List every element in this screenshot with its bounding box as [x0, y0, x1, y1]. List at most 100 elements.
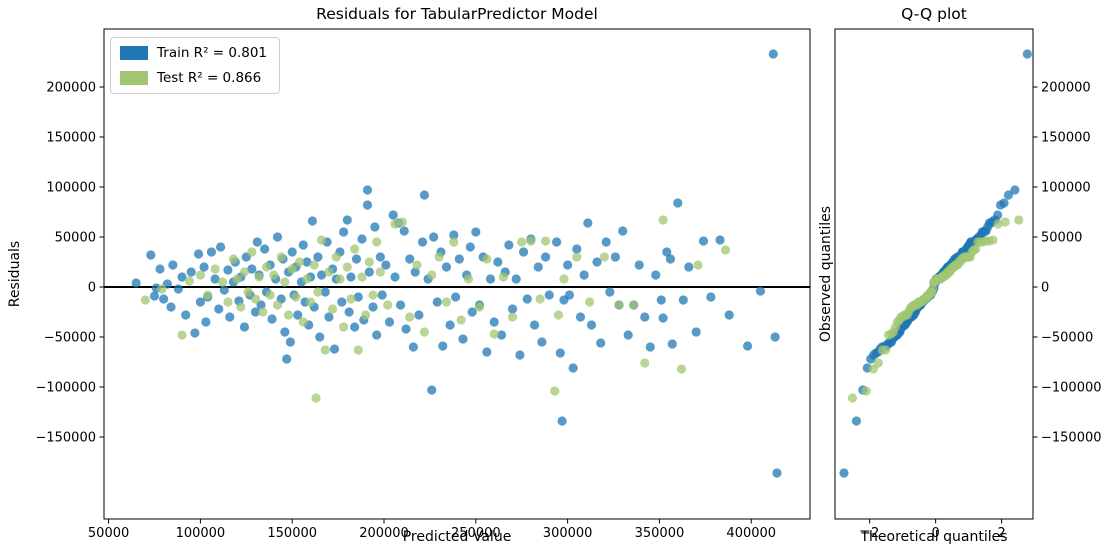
- test-point: [261, 262, 272, 272]
- y-axis-label-observed-quantiles: Observed quantiles: [818, 205, 834, 343]
- train-point: [280, 327, 290, 337]
- test-point: [324, 267, 334, 277]
- train-point: [454, 254, 464, 264]
- train-point: [399, 226, 409, 236]
- legend-label-test: Test R² = 0.866: [157, 70, 262, 86]
- legend-entry-train: Train R² = 0.801: [120, 45, 267, 61]
- test-point: [474, 302, 485, 312]
- test-point: [629, 300, 639, 310]
- train-point: [579, 270, 589, 280]
- train-point: [427, 385, 437, 395]
- train-point: [557, 416, 567, 426]
- test-point: [507, 312, 518, 322]
- test-point: [720, 245, 731, 255]
- axis-ticks: 50000 100000 150000 200000 250000 300000 35000…: [35, 81, 776, 542]
- test-point: [658, 215, 668, 225]
- train-point: [166, 302, 176, 312]
- train-point: [260, 244, 270, 254]
- qq-train-point: [851, 416, 862, 426]
- train-point: [377, 290, 387, 300]
- x-tick-label: 400000: [726, 526, 776, 541]
- test-point: [195, 270, 205, 280]
- train-point: [390, 272, 400, 282]
- test-point: [498, 272, 508, 282]
- train-point: [575, 312, 586, 322]
- train-point: [395, 300, 406, 310]
- test-point: [640, 358, 650, 368]
- test-point: [553, 310, 564, 320]
- test-point: [434, 252, 444, 262]
- train-point: [155, 264, 165, 274]
- train-point: [368, 302, 378, 312]
- test-point: [585, 297, 595, 307]
- train-point: [441, 262, 452, 272]
- axes-spines: [834, 28, 1034, 520]
- test-point: [342, 262, 352, 272]
- train-point: [190, 328, 200, 338]
- train-point: [193, 249, 204, 259]
- test-point: [427, 270, 437, 280]
- train-point: [219, 285, 229, 295]
- train-point: [673, 198, 683, 208]
- train-point: [405, 254, 415, 264]
- train-point: [149, 291, 160, 301]
- train-point: [287, 247, 297, 257]
- train-point: [225, 312, 235, 322]
- train-point: [432, 297, 442, 307]
- train-point: [414, 310, 424, 320]
- test-point: [294, 257, 305, 267]
- train-point: [131, 278, 141, 288]
- train-point: [199, 262, 209, 272]
- train-point: [302, 257, 312, 267]
- qq-train-point: [999, 198, 1009, 208]
- y-tick-label: 0: [88, 281, 96, 296]
- test-point: [250, 294, 261, 304]
- test-point: [258, 307, 268, 317]
- train-point: [496, 330, 507, 340]
- qq-train-point: [1010, 185, 1020, 195]
- qq-test-point: [861, 386, 871, 396]
- train-point: [544, 290, 554, 300]
- test-point: [357, 272, 367, 282]
- test-point: [298, 317, 308, 327]
- train-point: [485, 274, 496, 284]
- train-point: [417, 237, 428, 247]
- train-point: [724, 310, 734, 320]
- train-point: [610, 252, 620, 262]
- train-point: [665, 254, 676, 264]
- train-point: [186, 267, 196, 277]
- y-tick-label: 150000: [1041, 131, 1091, 146]
- x-tick-label: 150000: [267, 526, 317, 541]
- train-point: [307, 216, 318, 226]
- train-point: [329, 344, 340, 354]
- train-point: [250, 307, 261, 317]
- test-point: [313, 287, 323, 297]
- train-point: [507, 304, 518, 314]
- x-tick-label: 350000: [635, 526, 685, 541]
- y-tick-label: 150000: [46, 131, 96, 146]
- train-point: [640, 312, 650, 322]
- qq-train-point: [993, 210, 1003, 220]
- test-point: [517, 237, 527, 247]
- train-point: [540, 252, 551, 262]
- legend-swatch-train-icon: [120, 46, 148, 60]
- test-point: [177, 330, 187, 340]
- train-point: [252, 237, 262, 247]
- train-point: [351, 254, 362, 264]
- train-point: [691, 327, 701, 337]
- test-point: [441, 297, 452, 307]
- test-point: [272, 300, 283, 310]
- test-point: [559, 274, 569, 284]
- test-point: [305, 297, 316, 307]
- train-point: [267, 314, 277, 324]
- y-tick-label: −150000: [1041, 431, 1102, 446]
- test-point: [364, 257, 374, 267]
- residual-plot-area: 50000 100000 150000 200000 250000 300000 35000…: [35, 28, 811, 542]
- test-series: [140, 215, 731, 403]
- y-tick-label: 50000: [1041, 231, 1082, 246]
- train-point: [168, 260, 178, 270]
- train-point: [564, 290, 575, 300]
- qq-test-point: [993, 219, 1003, 229]
- train-point: [408, 342, 418, 352]
